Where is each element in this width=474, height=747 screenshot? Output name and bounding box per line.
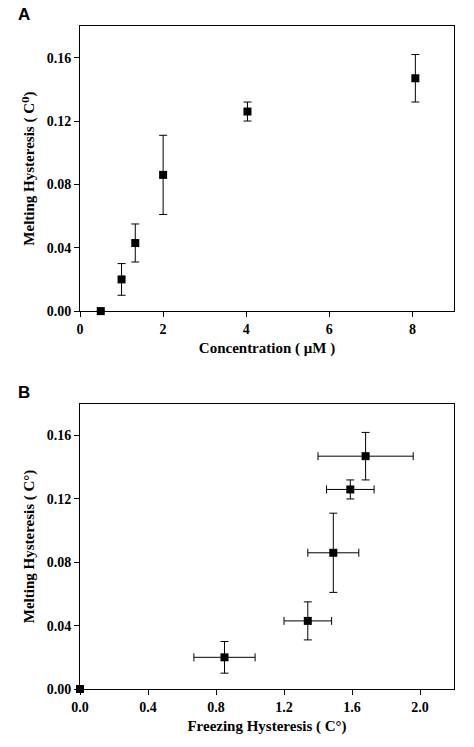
svg-text:A: A [18, 5, 30, 24]
svg-text:2: 2 [160, 322, 167, 337]
svg-text:0.08: 0.08 [47, 555, 72, 570]
svg-text:0.16: 0.16 [47, 428, 72, 443]
svg-text:0: 0 [77, 322, 84, 337]
svg-text:2.0: 2.0 [411, 700, 429, 715]
svg-text:0.00: 0.00 [47, 682, 72, 697]
svg-text:0.8: 0.8 [207, 700, 225, 715]
svg-text:6: 6 [326, 322, 333, 337]
svg-text:0.04: 0.04 [47, 619, 72, 634]
svg-text:1.2: 1.2 [275, 700, 293, 715]
svg-text:0.08: 0.08 [47, 177, 72, 192]
svg-text:0.4: 0.4 [139, 700, 157, 715]
svg-text:Melting Hysteresis ( C⁰): Melting Hysteresis ( C⁰) [21, 91, 38, 245]
svg-text:0.04: 0.04 [47, 241, 72, 256]
svg-text:B: B [18, 383, 30, 402]
svg-text:0.00: 0.00 [47, 304, 72, 319]
svg-text:Freezing Hysteresis ( C°): Freezing Hysteresis ( C°) [187, 718, 346, 735]
svg-text:0.12: 0.12 [47, 114, 72, 129]
svg-text:4: 4 [243, 322, 250, 337]
svg-text:Concentration ( μM ): Concentration ( μM ) [199, 340, 335, 357]
svg-text:0.0: 0.0 [71, 700, 89, 715]
svg-text:0.16: 0.16 [47, 51, 72, 66]
svg-text:Melting Hysteresis ( C°): Melting Hysteresis ( C°) [21, 470, 38, 624]
svg-text:0.12: 0.12 [47, 492, 72, 507]
svg-text:1.6: 1.6 [343, 700, 361, 715]
svg-text:8: 8 [409, 322, 416, 337]
